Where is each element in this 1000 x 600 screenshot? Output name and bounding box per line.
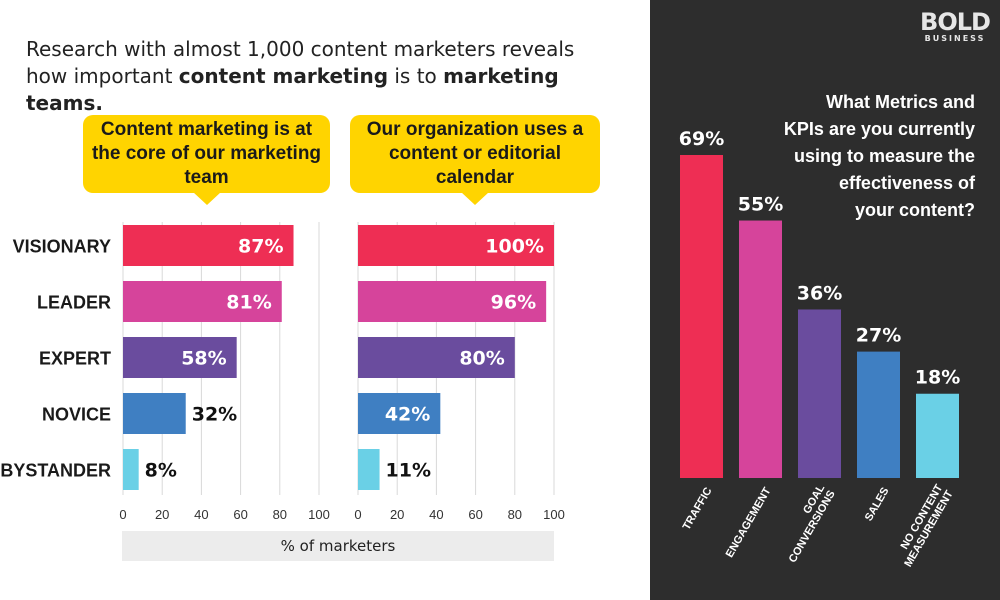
metrics-title-line: your content? xyxy=(855,200,975,220)
metrics-title-line: What Metrics and xyxy=(825,92,975,112)
column-category-label: TRAFFIC xyxy=(681,485,715,532)
column-bar xyxy=(916,393,959,478)
column-category-label: NO CONTENTMEASUREMENT xyxy=(892,482,956,569)
bar xyxy=(123,449,139,490)
x-tick-label: 40 xyxy=(194,507,208,522)
intro-line-1: Research with almost 1,000 content marke… xyxy=(26,37,575,61)
bar xyxy=(358,449,380,490)
x-tick-label: 80 xyxy=(508,507,522,522)
callout-chart-1: Content marketing is at the core of our … xyxy=(83,115,330,205)
category-label: VISIONARY xyxy=(13,237,111,257)
bar xyxy=(358,393,441,434)
metrics-title-line: effectiveness of xyxy=(838,173,975,193)
bar-value-label: 80% xyxy=(459,348,504,370)
bar xyxy=(123,281,282,322)
x-axis-title: % of marketers xyxy=(122,531,554,561)
column-value-label: 69% xyxy=(679,128,724,150)
bar-value-label: 42% xyxy=(385,404,430,426)
category-label: BYSTANDER xyxy=(0,461,111,481)
column-category-line: SALES xyxy=(863,486,892,524)
x-tick-label: 40 xyxy=(429,507,443,522)
metrics-title-line: using to measure the xyxy=(793,146,975,166)
intro-emph-1: content marketing xyxy=(178,64,389,88)
category-label: LEADER xyxy=(37,293,111,313)
column-bar xyxy=(739,220,782,478)
column-value-label: 27% xyxy=(856,325,901,347)
column-category-line: ENGAGEMENT xyxy=(724,485,774,560)
bar xyxy=(358,281,547,322)
column-value-label: 18% xyxy=(915,367,960,389)
bar-value-label: 8% xyxy=(145,460,177,482)
column-category-label: GOALCONVERSIONS xyxy=(776,482,838,565)
column-bar xyxy=(680,155,723,478)
column-category-line: TRAFFIC xyxy=(681,485,715,532)
bar xyxy=(123,225,294,266)
callout-chart-2-text: Our organization uses a content or edito… xyxy=(366,119,584,188)
bar xyxy=(123,337,237,378)
x-tick-label: 100 xyxy=(543,507,565,522)
x-tick-label: 0 xyxy=(354,507,361,522)
column-category-label: ENGAGEMENT xyxy=(724,485,774,560)
bar-value-label: 100% xyxy=(485,236,544,258)
x-tick-label: 20 xyxy=(155,507,169,522)
category-label: NOVICE xyxy=(42,405,111,425)
column-bar xyxy=(857,351,900,478)
column-bar xyxy=(798,309,841,478)
intro-text: Research with almost 1,000 content marke… xyxy=(26,36,626,117)
logo-main: BOLD xyxy=(920,8,991,36)
x-tick-label: 20 xyxy=(390,507,404,522)
intro-line-2-a: how important xyxy=(26,64,179,88)
column-value-label: 55% xyxy=(738,194,783,216)
bar-value-label: 96% xyxy=(491,292,536,314)
callout-chart-2: Our organization uses a content or edito… xyxy=(350,115,600,205)
callout-chart-1-text: Content marketing is at the core of our … xyxy=(91,119,322,188)
bar xyxy=(358,225,554,266)
x-tick-label: 0 xyxy=(119,507,126,522)
x-tick-label: 60 xyxy=(233,507,247,522)
x-tick-label: 60 xyxy=(468,507,482,522)
intro-line-2-c: is to xyxy=(388,64,444,88)
bar-value-label: 81% xyxy=(226,292,271,314)
intro-line-2: how important content marketing is to ma… xyxy=(26,63,626,117)
intro-emph-2: marketing teams. xyxy=(26,64,559,115)
metrics-title-line: KPIs are you currently xyxy=(783,119,975,139)
bar xyxy=(123,393,186,434)
bold-business-logo: BOLD BUSINESS xyxy=(918,10,992,44)
column-value-label: 36% xyxy=(797,282,842,304)
x-tick-label: 100 xyxy=(308,507,330,522)
bar-value-label: 32% xyxy=(192,404,237,426)
bar xyxy=(358,337,515,378)
bar-value-label: 58% xyxy=(181,348,226,370)
column-category-label: SALES xyxy=(863,486,892,524)
category-label: EXPERT xyxy=(39,349,111,369)
bar-value-label: 87% xyxy=(238,236,283,258)
metrics-chart-title: What Metrics and KPIs are you currently … xyxy=(770,89,975,224)
bar-value-label: 11% xyxy=(386,460,431,482)
logo-sub: BUSINESS xyxy=(924,34,986,43)
x-tick-label: 80 xyxy=(273,507,287,522)
